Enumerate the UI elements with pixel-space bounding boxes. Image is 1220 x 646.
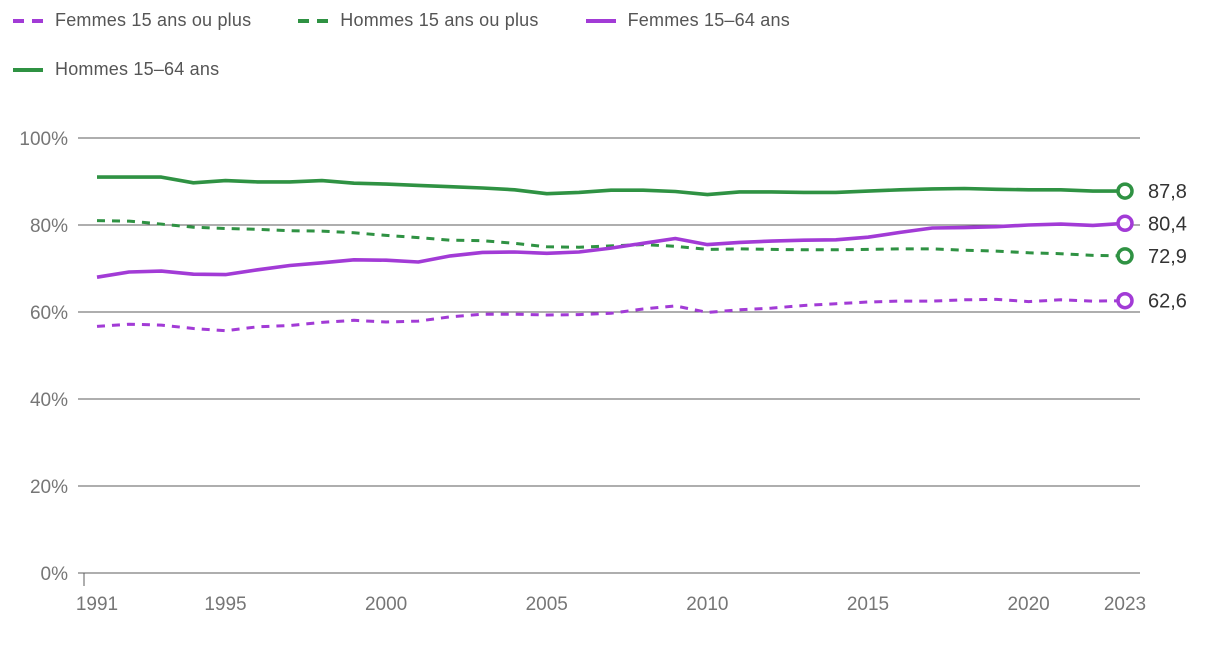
plot-area: 0% 20% 40% 60% 80% 100% 1991 1995 2000 2005 2010 20… (0, 87, 1220, 636)
svg-text:72,9: 72,9 (1148, 246, 1187, 268)
svg-text:2005: 2005 (526, 594, 568, 615)
svg-text:40%: 40% (30, 390, 68, 411)
svg-text:2023: 2023 (1104, 594, 1146, 615)
svg-text:2010: 2010 (686, 594, 728, 615)
svg-text:100%: 100% (19, 129, 68, 150)
legend-swatch-solid-purple-icon (585, 18, 616, 23)
legend: Femmes 15 ans ou plus Hommes 15 ans ou p… (0, 0, 1220, 87)
legend-swatch-solid-green-icon (13, 67, 43, 72)
legend-row-1: Femmes 15 ans ou plus Hommes 15 ans ou p… (12, 10, 1220, 31)
svg-text:2000: 2000 (365, 594, 407, 615)
legend-item-femmes-15-64: Femmes 15–64 ans (585, 10, 790, 31)
legend-item-femmes-15-plus: Femmes 15 ans ou plus (12, 10, 251, 31)
legend-swatch-dashed-purple-icon (13, 18, 43, 23)
svg-text:2015: 2015 (847, 594, 889, 615)
svg-text:80%: 80% (30, 216, 68, 237)
legend-row-2: Hommes 15–64 ans (12, 59, 1220, 80)
legend-label-hommes-15-plus: Hommes 15 ans ou plus (340, 10, 539, 30)
svg-text:60%: 60% (30, 303, 68, 324)
svg-text:87,8: 87,8 (1148, 181, 1187, 203)
legend-swatch-dashed-green-icon (298, 18, 329, 23)
legend-item-hommes-15-plus: Hommes 15 ans ou plus (297, 10, 538, 31)
line-chart-svg: 0% 20% 40% 60% 80% 100% 1991 1995 2000 2005 2010 20… (19, 129, 1187, 615)
svg-text:62,6: 62,6 (1148, 291, 1187, 313)
legend-label-femmes-15-64: Femmes 15–64 ans (627, 10, 790, 30)
svg-text:2020: 2020 (1007, 594, 1049, 615)
svg-text:20%: 20% (30, 477, 68, 498)
svg-text:1995: 1995 (204, 594, 246, 615)
legend-label-hommes-15-64: Hommes 15–64 ans (55, 59, 220, 79)
legend-item-hommes-15-64: Hommes 15–64 ans (12, 59, 219, 80)
svg-text:0%: 0% (41, 564, 69, 585)
legend-label-femmes-15-plus: Femmes 15 ans ou plus (55, 10, 252, 30)
svg-text:80,4: 80,4 (1148, 213, 1187, 235)
svg-text:1991: 1991 (76, 594, 118, 615)
